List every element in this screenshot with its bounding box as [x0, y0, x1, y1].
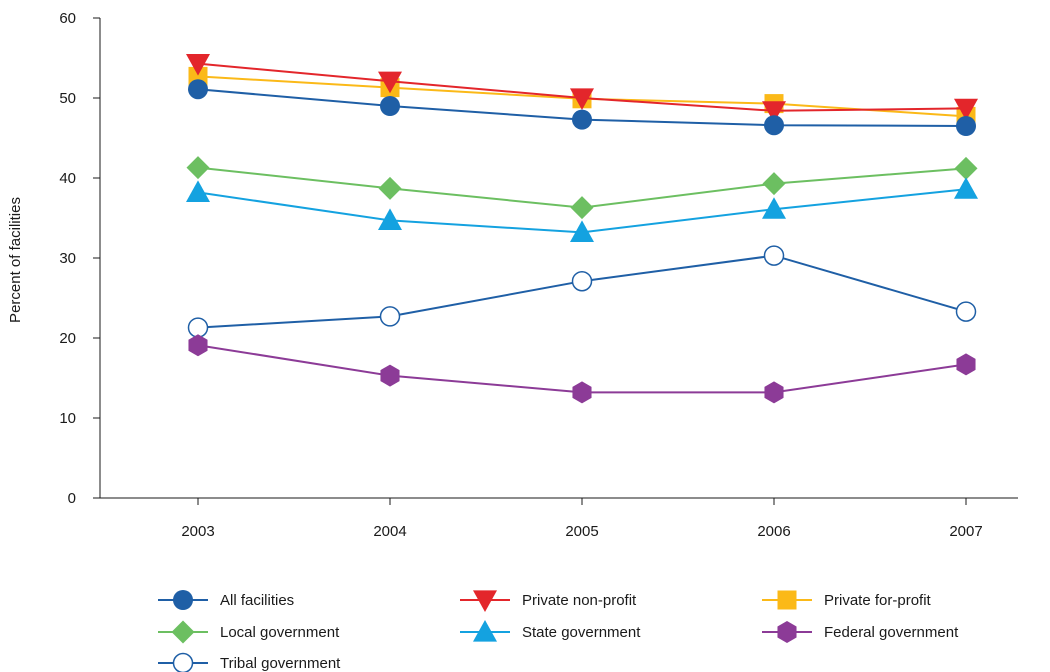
data-point: [572, 381, 592, 404]
marker-triangle-down: [473, 590, 497, 612]
x-tick-label: 2004: [373, 523, 406, 540]
x-tick-label: 2003: [181, 523, 214, 540]
data-point: [956, 116, 976, 136]
data-point: [762, 101, 786, 123]
legend-label: Federal government: [824, 624, 959, 641]
data-point: [572, 109, 592, 130]
data-point: [954, 156, 978, 180]
data-point: [379, 306, 401, 327]
legend-item: Private non-profit: [460, 590, 637, 612]
y-tick-label: 20: [59, 330, 76, 347]
legend-item: State government: [460, 620, 641, 642]
data-point: [763, 245, 785, 266]
chart-axes: [99, 18, 1018, 499]
series-private-non-profit: [186, 54, 978, 123]
data-point: [764, 115, 784, 136]
legend-label: Local government: [220, 624, 340, 641]
data-point: [764, 381, 784, 404]
y-tick-label: 30: [59, 250, 76, 267]
y-tick-label: 40: [59, 170, 76, 187]
legend-label: All facilities: [220, 592, 294, 609]
data-point: [956, 353, 976, 376]
series-local-government: [186, 156, 978, 220]
data-point: [954, 177, 978, 199]
x-tick-label: 2005: [565, 523, 598, 540]
data-point: [570, 220, 594, 242]
y-tick-label: 10: [59, 410, 76, 427]
data-point: [378, 71, 402, 94]
legend-label: State government: [522, 624, 641, 641]
data-point: [954, 98, 978, 121]
data-point: [186, 180, 210, 202]
y-tick-label: 60: [59, 10, 76, 27]
axis-ticks: 0 10 20 30 40 50 60 2003 2004 2005 2006 2007: [59, 10, 982, 540]
y-tick-label: 50: [59, 90, 76, 107]
data-point: [188, 79, 208, 100]
legend-item: Tribal government: [158, 652, 341, 672]
data-point: [570, 88, 594, 110]
data-point: [378, 208, 402, 230]
legend-item: Federal government: [762, 621, 959, 643]
marker-square: [777, 590, 797, 610]
legend-label: Private for-profit: [824, 592, 932, 609]
data-point: [378, 176, 402, 200]
series-state-government: [186, 177, 978, 242]
legend-label: Tribal government: [220, 655, 341, 672]
data-point: [762, 172, 786, 196]
data-point: [571, 270, 593, 292]
legend-item: Local government: [158, 620, 340, 644]
series-tribal-government: [187, 245, 977, 338]
legend-label: Private non-profit: [522, 592, 637, 609]
legend-item: All facilities: [158, 590, 294, 610]
marker-circle: [173, 590, 193, 610]
legend-item: Private for-profit: [762, 590, 932, 610]
y-tick-label: 0: [68, 490, 76, 507]
legend: All facilities Private non-profit Private …: [158, 590, 959, 672]
marker-circle-open: [172, 652, 194, 672]
series-federal-government: [188, 334, 976, 404]
data-point: [570, 196, 594, 220]
series-layer: [186, 54, 978, 404]
data-point: [380, 96, 400, 116]
x-tick-label: 2006: [757, 523, 790, 540]
marker-hexagon: [777, 621, 797, 643]
data-point: [955, 301, 977, 322]
data-point: [186, 54, 210, 76]
data-point: [380, 364, 400, 387]
data-point: [188, 334, 208, 357]
series-line: [197, 254, 967, 329]
data-point: [186, 156, 210, 180]
marker-diamond: [171, 620, 195, 644]
series-all-facilities: [188, 79, 976, 136]
y-axis-label: Percent of facilities: [7, 197, 24, 323]
marker-triangle-up: [473, 620, 497, 642]
x-tick-label: 2007: [949, 523, 982, 540]
data-point: [762, 197, 786, 219]
